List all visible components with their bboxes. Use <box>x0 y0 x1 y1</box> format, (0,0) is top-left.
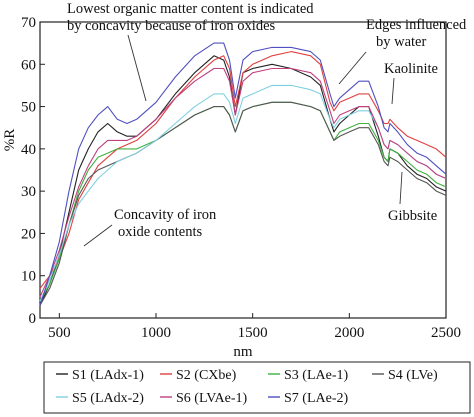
annotations: Lowest organic matter content is indicat… <box>67 1 467 247</box>
annotation-water-line1: Edges influenced <box>366 17 467 33</box>
y-tick-label: 30 <box>21 184 36 200</box>
y-tick-label: 0 <box>29 311 37 327</box>
series-line-s7 <box>39 42 447 306</box>
series-line-s2 <box>39 51 447 289</box>
legend-label-s6: S6 (LVAe-1) <box>176 391 248 406</box>
legend-label-s1: S1 (LAdx-1) <box>72 368 144 383</box>
series-line-s4 <box>39 101 447 306</box>
x-tick-label: 2000 <box>334 325 364 341</box>
legend-label-s3: S3 (LAe-1) <box>284 368 348 383</box>
arrow-organic <box>127 34 147 102</box>
series-line-s1 <box>39 55 447 306</box>
annotation-water-line2: by water <box>376 34 426 50</box>
y-tick-label: 60 <box>21 57 36 73</box>
plot-frame <box>39 21 447 319</box>
annotation-kaolinite: Kaolinite <box>384 61 438 77</box>
series-line-s5 <box>39 84 447 302</box>
annotation-organic-line1: Lowest organic matter content is indicat… <box>67 1 314 17</box>
legend: S1 (LAdx-1) S2 (CXbe) S3 (LAe-1) S4 (LVe) S5… <box>43 361 471 414</box>
y-tick-label: 20 <box>21 226 36 242</box>
y-tick-label: 40 <box>21 142 36 158</box>
legend-items: S1 (LAdx-1) S2 (CXbe) S3 (LAe-1) S4 (LVe) S5… <box>56 368 438 406</box>
plot-area <box>39 21 447 319</box>
annotation-organic-line2: by concavity because of iron oxides <box>67 18 276 34</box>
arrow-water <box>338 51 367 85</box>
x-tick-label: 1500 <box>238 325 268 341</box>
legend-label-s5: S5 (LAdx-2) <box>72 391 144 406</box>
y-tick-label: 10 <box>21 269 36 285</box>
arrow-kaolinite <box>391 77 395 105</box>
annotation-iron-line1: Concavity of iron <box>114 207 217 223</box>
arrow-iron <box>83 224 113 247</box>
y-tick-label: 50 <box>21 100 36 116</box>
x-tick-label: 2500 <box>431 325 461 341</box>
legend-label-s4: S4 (LVe) <box>388 368 438 383</box>
x-axis-ticks: 500 1000 1500 2000 2500 <box>48 313 461 341</box>
legend-box <box>43 361 471 414</box>
legend-label-s2: S2 (CXbe) <box>176 368 237 383</box>
legend-label-s7: S7 (LAe-2) <box>284 391 348 406</box>
y-tick-label: 70 <box>21 15 36 31</box>
y-axis-label: %R <box>2 129 18 152</box>
series-group <box>39 42 447 306</box>
arrow-gibbsite <box>399 171 403 205</box>
series-line-s6 <box>39 67 447 298</box>
y-axis-ticks: 0 10 20 30 40 50 60 70 <box>21 15 45 327</box>
annotation-iron-line2: oxide contents <box>118 224 203 240</box>
x-axis-label: nm <box>233 344 253 360</box>
x-tick-label: 500 <box>48 325 71 341</box>
x-tick-label: 1000 <box>141 325 171 341</box>
series-line-s3 <box>39 101 447 302</box>
annotation-gibbsite: Gibbsite <box>388 208 437 224</box>
